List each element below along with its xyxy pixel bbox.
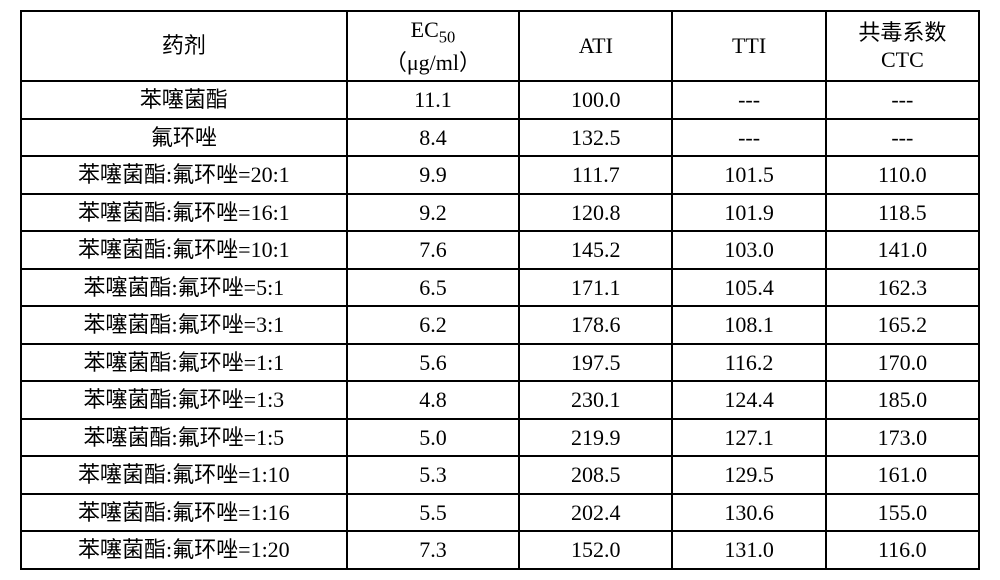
cell-ati: 132.5 — [519, 119, 672, 157]
col-header-ati-text: ATI — [579, 33, 613, 58]
cell-ati: 100.0 — [519, 81, 672, 119]
col-header-ec50-sub: 50 — [439, 28, 456, 47]
col-header-ec50-line1: EC50 — [354, 16, 512, 48]
col-header-ctc: 共毒系数 CTC — [826, 11, 979, 81]
cell-ec50: 4.8 — [347, 381, 519, 419]
cell-ec50: 9.9 — [347, 156, 519, 194]
table-row: 苯噻菌酯:氟环唑=16:19.2120.8101.9118.5 — [21, 194, 979, 232]
table-row: 苯噻菌酯:氟环唑=1:165.5202.4130.6155.0 — [21, 494, 979, 532]
table-row: 氟环唑8.4132.5------ — [21, 119, 979, 157]
table-row: 苯噻菌酯:氟环唑=1:34.8230.1124.4185.0 — [21, 381, 979, 419]
cell-ec50: 6.5 — [347, 269, 519, 307]
cell-ati: 178.6 — [519, 306, 672, 344]
col-header-ctc-line1: 共毒系数 — [833, 19, 972, 47]
cell-ati: 152.0 — [519, 531, 672, 569]
table-row: 苯噻菌酯:氟环唑=1:105.3208.5129.5161.0 — [21, 456, 979, 494]
col-header-ati: ATI — [519, 11, 672, 81]
cell-tti: 105.4 — [672, 269, 825, 307]
cell-ati: 171.1 — [519, 269, 672, 307]
cell-ec50: 6.2 — [347, 306, 519, 344]
cell-tti: --- — [672, 81, 825, 119]
table-row: 苯噻菌酯:氟环唑=1:15.6197.5116.2170.0 — [21, 344, 979, 382]
col-header-agent-text: 药剂 — [162, 33, 206, 58]
cell-ctc: 170.0 — [826, 344, 979, 382]
cell-ctc: 173.0 — [826, 419, 979, 457]
cell-tti: 103.0 — [672, 231, 825, 269]
cell-name: 苯噻菌酯:氟环唑=1:5 — [21, 419, 347, 457]
cell-ec50: 8.4 — [347, 119, 519, 157]
cell-ati: 202.4 — [519, 494, 672, 532]
table-body: 苯噻菌酯11.1100.0------ 氟环唑8.4132.5------ 苯噻… — [21, 81, 979, 569]
data-table-container: 药剂 EC50 （μg/ml） ATI TTI 共毒系数 CTC — [20, 10, 980, 569]
cell-tti: 108.1 — [672, 306, 825, 344]
cell-ctc: 165.2 — [826, 306, 979, 344]
col-header-ec50: EC50 （μg/ml） — [347, 11, 519, 81]
cell-ati: 230.1 — [519, 381, 672, 419]
cell-ec50: 5.5 — [347, 494, 519, 532]
cell-name: 苯噻菌酯:氟环唑=16:1 — [21, 194, 347, 232]
cell-name: 苯噻菌酯:氟环唑=1:3 — [21, 381, 347, 419]
cell-ati: 219.9 — [519, 419, 672, 457]
cell-ctc: 161.0 — [826, 456, 979, 494]
cell-tti: 116.2 — [672, 344, 825, 382]
cell-ati: 145.2 — [519, 231, 672, 269]
table-row: 苯噻菌酯11.1100.0------ — [21, 81, 979, 119]
cell-tti: 127.1 — [672, 419, 825, 457]
cell-tti: 129.5 — [672, 456, 825, 494]
cell-ec50: 11.1 — [347, 81, 519, 119]
table-row: 苯噻菌酯:氟环唑=20:19.9111.7101.5110.0 — [21, 156, 979, 194]
table-row: 苯噻菌酯:氟环唑=1:207.3152.0131.0116.0 — [21, 531, 979, 569]
cell-tti: 124.4 — [672, 381, 825, 419]
cell-name: 苯噻菌酯:氟环唑=10:1 — [21, 231, 347, 269]
col-header-ec50-prefix: EC — [411, 17, 439, 42]
cell-name: 苯噻菌酯:氟环唑=5:1 — [21, 269, 347, 307]
cell-ec50: 7.6 — [347, 231, 519, 269]
cell-ctc: 118.5 — [826, 194, 979, 232]
cell-tti: --- — [672, 119, 825, 157]
cell-tti: 101.5 — [672, 156, 825, 194]
cell-ctc: 110.0 — [826, 156, 979, 194]
cell-name: 苯噻菌酯:氟环唑=1:20 — [21, 531, 347, 569]
data-table: 药剂 EC50 （μg/ml） ATI TTI 共毒系数 CTC — [20, 10, 980, 569]
cell-ec50: 9.2 — [347, 194, 519, 232]
col-header-tti-text: TTI — [732, 33, 766, 58]
cell-ctc: --- — [826, 119, 979, 157]
cell-ec50: 7.3 — [347, 531, 519, 569]
cell-ec50: 5.3 — [347, 456, 519, 494]
cell-name: 苯噻菌酯:氟环唑=20:1 — [21, 156, 347, 194]
cell-ati: 111.7 — [519, 156, 672, 194]
cell-name: 氟环唑 — [21, 119, 347, 157]
col-header-ec50-line2: （μg/ml） — [354, 49, 512, 77]
col-header-ctc-line2: CTC — [833, 46, 972, 74]
cell-ati: 120.8 — [519, 194, 672, 232]
cell-tti: 130.6 — [672, 494, 825, 532]
cell-ati: 208.5 — [519, 456, 672, 494]
cell-ctc: 185.0 — [826, 381, 979, 419]
table-row: 苯噻菌酯:氟环唑=10:17.6145.2103.0141.0 — [21, 231, 979, 269]
cell-ati: 197.5 — [519, 344, 672, 382]
cell-name: 苯噻菌酯 — [21, 81, 347, 119]
cell-ctc: 155.0 — [826, 494, 979, 532]
table-header-row: 药剂 EC50 （μg/ml） ATI TTI 共毒系数 CTC — [21, 11, 979, 81]
cell-name: 苯噻菌酯:氟环唑=1:10 — [21, 456, 347, 494]
cell-ctc: 141.0 — [826, 231, 979, 269]
cell-tti: 131.0 — [672, 531, 825, 569]
cell-ec50: 5.0 — [347, 419, 519, 457]
cell-tti: 101.9 — [672, 194, 825, 232]
table-row: 苯噻菌酯:氟环唑=5:16.5171.1105.4162.3 — [21, 269, 979, 307]
table-row: 苯噻菌酯:氟环唑=3:16.2178.6108.1165.2 — [21, 306, 979, 344]
cell-name: 苯噻菌酯:氟环唑=3:1 — [21, 306, 347, 344]
cell-name: 苯噻菌酯:氟环唑=1:16 — [21, 494, 347, 532]
col-header-agent: 药剂 — [21, 11, 347, 81]
cell-ctc: 162.3 — [826, 269, 979, 307]
cell-ec50: 5.6 — [347, 344, 519, 382]
table-row: 苯噻菌酯:氟环唑=1:55.0219.9127.1173.0 — [21, 419, 979, 457]
cell-ctc: 116.0 — [826, 531, 979, 569]
col-header-tti: TTI — [672, 11, 825, 81]
cell-ctc: --- — [826, 81, 979, 119]
cell-name: 苯噻菌酯:氟环唑=1:1 — [21, 344, 347, 382]
